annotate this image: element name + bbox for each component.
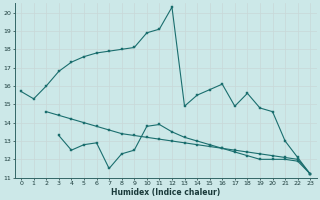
X-axis label: Humidex (Indice chaleur): Humidex (Indice chaleur) xyxy=(111,188,220,197)
